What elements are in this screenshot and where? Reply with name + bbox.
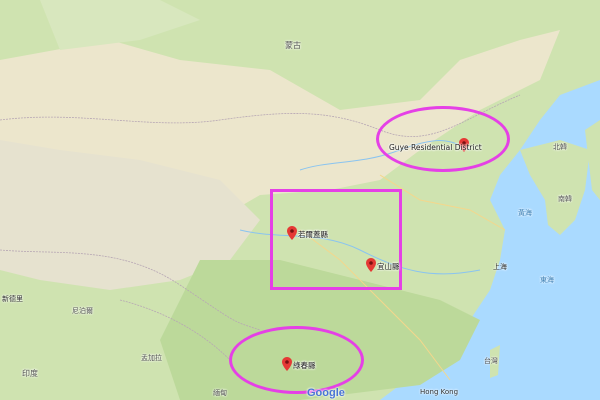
road-2 [299, 229, 451, 381]
north-mountains [40, 0, 200, 50]
marker-label-ruoergai: 若爾蓋縣 [298, 230, 328, 239]
label-mongolia: 蒙古 [285, 41, 301, 50]
map-pin-icon[interactable] [282, 357, 292, 371]
korea-land [520, 140, 590, 235]
highlight-ellipse-south [229, 326, 364, 394]
plateau-region [0, 140, 260, 290]
map-pin-icon[interactable] [366, 258, 376, 272]
label-north-korea: 北韓 [553, 143, 567, 151]
google-logo-text: Google [307, 387, 345, 399]
label-nepal: 尼泊爾 [72, 307, 93, 315]
marker-label-yishan: 宜山縣 [377, 262, 400, 271]
japan-land [585, 120, 600, 200]
highlight-ellipse-north [376, 106, 510, 172]
taiwan-land [490, 345, 500, 378]
highlight-rect-center [270, 189, 402, 290]
label-myanmar: 緬甸 [213, 389, 227, 397]
label-india: 印度 [22, 369, 38, 378]
border-3 [119, 299, 231, 361]
river-1 [239, 229, 481, 275]
label-shanghai: 上海 [493, 263, 507, 271]
border-2 [0, 249, 261, 331]
label-yellow-sea: 黃海 [518, 209, 532, 217]
label-east-sea: 東海 [540, 276, 554, 284]
label-hong-kong: Hong Kong [420, 388, 459, 396]
map-pin-icon[interactable] [287, 226, 297, 240]
marker-label-lvchun: 綠春縣 [293, 361, 316, 370]
label-new-delhi: 新德里 [2, 295, 23, 303]
map-pin-icon[interactable] [459, 138, 469, 152]
label-bangladesh: 孟加拉 [141, 354, 162, 362]
label-taiwan: 台灣 [484, 357, 498, 365]
label-south-korea: 南韓 [558, 195, 572, 203]
google-logo: Google [307, 387, 345, 399]
marker-label-guye: Guye Residential District [389, 143, 482, 152]
road-1 [379, 174, 506, 231]
